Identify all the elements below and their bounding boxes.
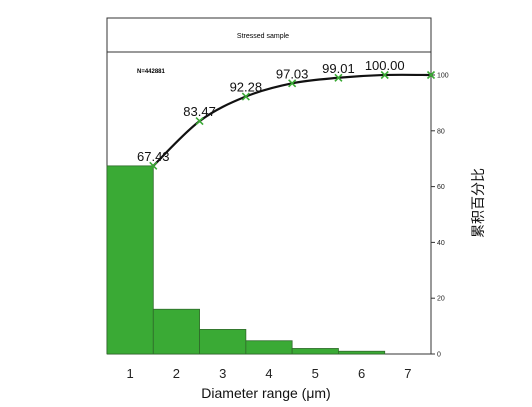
bar-bin-4 [245, 340, 293, 355]
x-tick-label: 1 [127, 366, 134, 381]
title-strip [106, 17, 432, 53]
y-tick-label: 40 [437, 240, 445, 247]
bar-bin-5 [291, 348, 339, 355]
cumulative-point [334, 73, 343, 82]
cumulative-point [426, 70, 436, 80]
cumulative-data-label: 99.01 [322, 61, 355, 76]
right-y-axis-label: 累积百分比 [471, 168, 487, 238]
cumulative-point [195, 117, 204, 126]
histogram-bars [106, 165, 386, 355]
y-tick-label: 0 [437, 352, 441, 359]
x-tick-label: 4 [265, 366, 272, 381]
sample-count-annotation: N=442881 [137, 69, 166, 75]
cumulative-data-label: 83.47 [183, 104, 216, 119]
chart-title: Stressed sample [237, 33, 289, 40]
cumulative-data-label: 67.43 [137, 149, 170, 164]
bar-bin-3 [199, 329, 247, 355]
y-tick-label: 80 [437, 128, 445, 135]
cumulative-data-label: 100.00 [365, 58, 405, 73]
bar-bin-6 [338, 350, 386, 355]
x-axis-ticks: 1 2 3 4 5 6 7 [127, 366, 412, 381]
cumulative-line [152, 73, 432, 167]
cumulative-line-group: 67.43 83.47 92.28 97.03 99.01 100.00 [137, 58, 436, 170]
x-tick-label: 5 [312, 366, 319, 381]
cumulative-point [149, 161, 158, 170]
x-tick-label: 2 [173, 366, 180, 381]
y-tick-label: 100 [437, 73, 449, 80]
x-axis-label: Diameter range (μm) [201, 385, 330, 401]
x-tick-label: 7 [404, 366, 411, 381]
cumulative-point [241, 92, 250, 101]
y-tick-label: 60 [437, 184, 445, 191]
y-tick-label: 20 [437, 296, 445, 303]
right-y-axis-ticks: 0 20 40 60 80 100 [431, 73, 449, 359]
x-tick-label: 6 [358, 366, 365, 381]
bar-bin-1 [106, 165, 154, 355]
cumulative-point [288, 79, 297, 88]
bar-bin-2 [152, 308, 200, 355]
cumulative-data-label: 92.28 [230, 80, 263, 95]
cumulative-data-label: 97.03 [276, 66, 309, 81]
cumulative-point [380, 70, 389, 80]
x-tick-label: 3 [219, 366, 226, 381]
